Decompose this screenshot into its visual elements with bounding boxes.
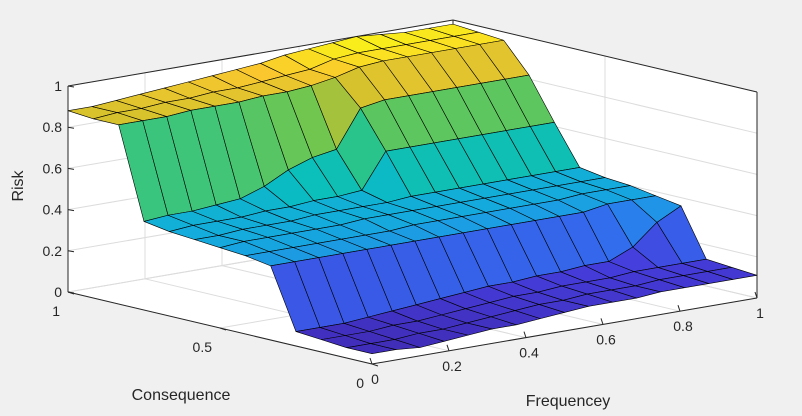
x-tick [523,331,527,338]
y-axis-label: Consequence [132,387,231,404]
y-tick-label: 1 [52,303,60,319]
y-tick [67,291,75,295]
surface-patch [707,266,758,280]
x-tick [677,305,681,312]
axes-box-front [67,85,758,367]
z-axis-label: Risk [10,169,27,201]
x-tick [754,291,758,299]
axis-edge [67,19,454,87]
z-tick-label: 0.8 [43,119,63,135]
z-tick [67,126,75,129]
z-tick [67,250,75,253]
x-tick [446,344,450,351]
x-tick-label: 0.6 [596,331,616,347]
x-tick-label: 0.8 [673,318,693,334]
z-tick-label: 0 [54,284,62,300]
z-tick-label: 0.4 [43,202,63,218]
x-tick-label: 0.2 [442,358,462,374]
y-tick-label: 0 [356,375,364,391]
y-tick-label: 0.5 [193,339,213,355]
tick-labels: 0 0.2 0.4 0.6 0.8 1 0 0.2 0.4 0.6 0.8 1 0 0.5 1 [43,78,765,391]
surface-mesh [67,23,758,355]
z-tick-label: 1 [54,78,62,94]
y-tick [371,363,379,367]
z-tick [67,85,75,88]
x-tick-label: 1 [756,305,764,321]
z-tick-label: 0.2 [43,243,63,259]
z-tick-label: 0.6 [43,160,63,176]
axis-edge [371,297,758,365]
x-tick-label: 0 [371,371,379,387]
x-tick-label: 0.4 [519,345,539,361]
y-tick [219,327,227,331]
x-tick [369,357,373,365]
axis-edge [452,19,758,93]
x-axis-label: Frequencey [526,393,611,410]
x-tick [600,318,604,325]
z-tick [67,209,75,212]
z-tick [67,167,75,170]
